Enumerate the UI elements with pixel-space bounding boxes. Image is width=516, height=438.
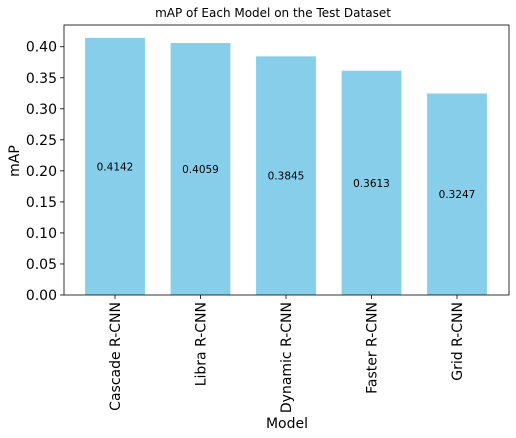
y-tick-label: 0.25 (26, 133, 57, 149)
x-axis-label: Model (266, 416, 308, 432)
plot-frame (63, 24, 510, 296)
bar (85, 37, 145, 296)
bar-value-label: 0.4059 (182, 164, 219, 176)
x-tick-label: Libra R-CNN (194, 302, 210, 386)
bar-value-label: 0.4142 (97, 161, 134, 173)
value-labels-group: 0.4142 0.4059 0.3845 0.3613 0.3247 (97, 161, 476, 201)
x-tick-label: Grid R-CNN (450, 302, 466, 381)
bar-value-label: 0.3613 (353, 178, 390, 190)
y-tick-label: 0.40 (26, 40, 57, 56)
x-tick-label: Faster R-CNN (365, 302, 381, 394)
y-tick-label: 0.20 (26, 164, 57, 180)
y-axis-label: mAP (7, 145, 23, 177)
y-tick-label: 0.35 (26, 71, 57, 87)
bar (170, 43, 231, 295)
y-tick-label: 0.05 (26, 257, 57, 273)
x-tick-label: Dynamic R-CNN (279, 302, 295, 413)
y-axis: 0.00 0.05 0.10 0.15 0.20 0.25 0.30 0.35 0.40 (26, 40, 64, 304)
y-tick-label: 0.15 (26, 195, 57, 211)
y-tick-label: 0.00 (26, 288, 57, 304)
bar-value-label: 0.3247 (439, 189, 476, 201)
y-tick-label: 0.30 (26, 102, 57, 118)
x-tick-label: Cascade R-CNN (108, 302, 124, 411)
chart-title: mAP of Each Model on the Test Dataset (155, 6, 391, 20)
bar (341, 70, 402, 295)
bar-value-label: 0.3845 (268, 171, 305, 183)
bars-group (85, 37, 487, 296)
y-tick-label: 0.10 (26, 226, 57, 242)
bar (427, 93, 487, 295)
bar (256, 56, 316, 296)
x-axis: Cascade R-CNN Libra R-CNN Dynamic R-CNN Fas… (108, 295, 466, 413)
